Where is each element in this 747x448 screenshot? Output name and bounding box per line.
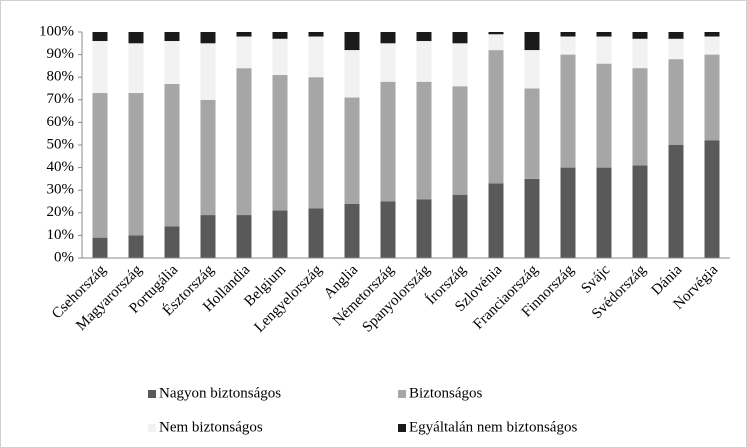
bar-segment [704,54,720,141]
bar-segment [488,32,504,35]
y-tick-label: 40% [47,159,75,175]
bar-segment [200,32,216,44]
legend-swatch [398,390,406,398]
bar-segment [668,32,684,39]
y-tick-label: 50% [47,136,75,152]
bar-segment [524,32,540,51]
bar-segment [560,32,576,37]
bar-segment [560,54,576,168]
bar-segment [380,201,396,258]
bar-segment [272,210,288,258]
bar-segment [236,32,252,37]
bar-segment [416,199,432,258]
bar-segment [164,32,180,42]
bar-segment [596,63,612,168]
bar-segment [488,50,504,184]
bar-segment [344,203,360,258]
bar-segment [128,235,144,258]
legend-label: Nagyon biztonságos [159,385,281,401]
bar-segment [200,99,216,216]
y-tick-label: 30% [47,182,75,198]
bar-segment [236,36,252,69]
bar-segment [308,32,324,37]
bar-segment [560,167,576,258]
y-tick-label: 100% [39,23,74,39]
bar-segment [452,43,468,87]
bar-segment [344,50,360,98]
bar-segment [92,93,108,238]
legend-swatch [398,424,406,432]
bar-segment [128,43,144,94]
y-tick-label: 10% [47,227,75,243]
legend-swatch [148,424,156,432]
bar-segment [236,68,252,216]
bar-segment [632,68,648,166]
bar-segment [128,32,144,44]
bar-segment [524,178,540,258]
bar-segment [344,97,360,204]
y-tick-label: 90% [47,46,75,62]
bar-segment [164,83,180,227]
bar-segment [488,34,504,51]
y-tick-label: 70% [47,91,75,107]
legend-label: Nem biztonságos [159,419,263,435]
bar-segment [416,81,432,200]
bar-segment [704,36,720,55]
bar-segment [452,194,468,258]
bar-segment [596,32,612,37]
bar-segment [380,43,396,82]
bar-segment [380,81,396,202]
bar-segment [128,93,144,236]
bar-segment [704,32,720,37]
bar-segment [308,77,324,209]
y-tick-label: 20% [47,204,75,220]
y-tick-label: 80% [47,69,75,85]
bar-segment [416,32,432,42]
bar-segment [524,50,540,89]
bar-segment [560,36,576,55]
bar-segment [308,36,324,78]
bar-segment [524,88,540,179]
bar-segment [272,38,288,75]
bar-segment [272,32,288,39]
bar-segment [668,38,684,60]
legend-swatch [148,390,156,398]
bar-segment [272,74,288,211]
legend-label: Egyáltalán nem biztonságos [409,419,577,435]
bar-segment [668,145,684,258]
bar-segment [92,237,108,258]
bar-segment [452,86,468,195]
bar-segment [164,41,180,84]
bar-segment [164,226,180,258]
bar-segment [668,59,684,146]
bar-segment [308,208,324,258]
bar-segment [632,165,648,258]
bar-segment [632,32,648,39]
bar-segment [344,32,360,51]
bar-segment [632,38,648,69]
y-tick-label: 0% [54,249,74,265]
bar-segment [416,41,432,82]
bar-segment [200,43,216,100]
y-tick-label: 60% [47,114,75,130]
bar-segment [488,183,504,258]
bar-segment [704,140,720,258]
bar-segment [596,167,612,258]
bar-segment [596,36,612,64]
bar-segment [92,32,108,42]
legend-label: Biztonságos [409,385,482,401]
bar-segment [92,41,108,94]
bar-segment [380,32,396,44]
bar-segment [200,215,216,258]
bar-segment [452,32,468,44]
bar-segment [236,215,252,258]
